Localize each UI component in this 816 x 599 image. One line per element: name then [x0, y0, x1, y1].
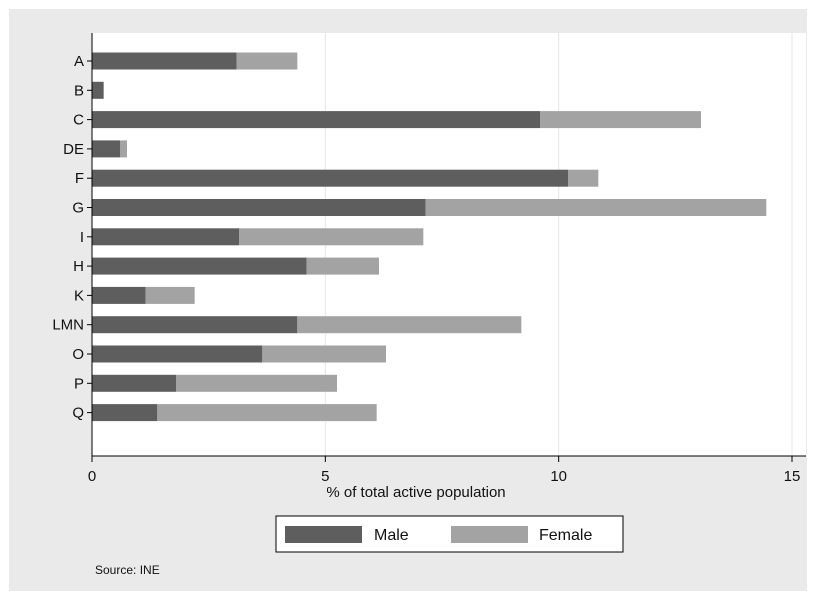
category-label: A: [74, 53, 84, 70]
bar-male-lmn: [92, 316, 298, 334]
bar-male-q: [92, 404, 158, 422]
bar-female-p: [176, 374, 337, 392]
bar-female-k: [145, 286, 195, 304]
x-ticks: 0 5 10 15: [88, 456, 801, 485]
bar-male-k: [92, 286, 146, 304]
bar-male-o: [92, 345, 263, 363]
bar-male-b: [92, 81, 104, 99]
bar-male-de: [92, 140, 120, 158]
bar-male-f: [92, 169, 568, 187]
source-note: Source: INE: [95, 563, 160, 577]
legend: Male Female: [275, 515, 624, 553]
category-label: C: [73, 112, 84, 129]
bar-female-f: [568, 169, 599, 187]
bar-female-i: [239, 228, 424, 246]
category-label: P: [74, 375, 84, 392]
bar-female-c: [540, 111, 701, 129]
category-label: H: [73, 258, 84, 275]
bar-female-de: [120, 140, 127, 158]
x-tick-label: 15: [784, 468, 801, 485]
legend-swatch-female: [451, 526, 528, 543]
x-tick-label: 0: [88, 468, 96, 485]
category-label: O: [72, 346, 84, 363]
category-label: Q: [72, 405, 84, 422]
category-label: B: [74, 82, 84, 99]
legend-label-female: Female: [539, 527, 592, 544]
bar-male-c: [92, 111, 540, 129]
category-label: DE: [63, 141, 84, 158]
bar-male-p: [92, 374, 176, 392]
category-label: K: [74, 287, 84, 304]
x-tick-label: 5: [321, 468, 329, 485]
bar-female-g: [425, 199, 767, 216]
legend-swatch-male: [285, 526, 362, 543]
bar-male-a: [92, 52, 237, 70]
bar-male-h: [92, 257, 307, 275]
bar-female-a: [236, 52, 298, 70]
x-tick-label: 10: [550, 468, 567, 485]
bar-female-o: [262, 345, 386, 363]
legend-label-male: Male: [374, 527, 409, 544]
x-axis-title: % of total active population: [326, 484, 505, 501]
category-label: I: [80, 229, 84, 246]
category-label: G: [72, 200, 84, 217]
bar-female-q: [157, 404, 377, 422]
bar-female-h: [306, 257, 379, 275]
bar-female-lmn: [297, 316, 522, 334]
category-label: F: [75, 170, 84, 187]
bar-male-i: [92, 228, 239, 246]
chart-frame: A B C DE F G I H K LMN O P Q 0 5 10 15 % of total activ…: [9, 9, 807, 591]
category-label: LMN: [52, 317, 84, 334]
bars: [92, 52, 767, 422]
bar-male-g: [92, 199, 426, 216]
